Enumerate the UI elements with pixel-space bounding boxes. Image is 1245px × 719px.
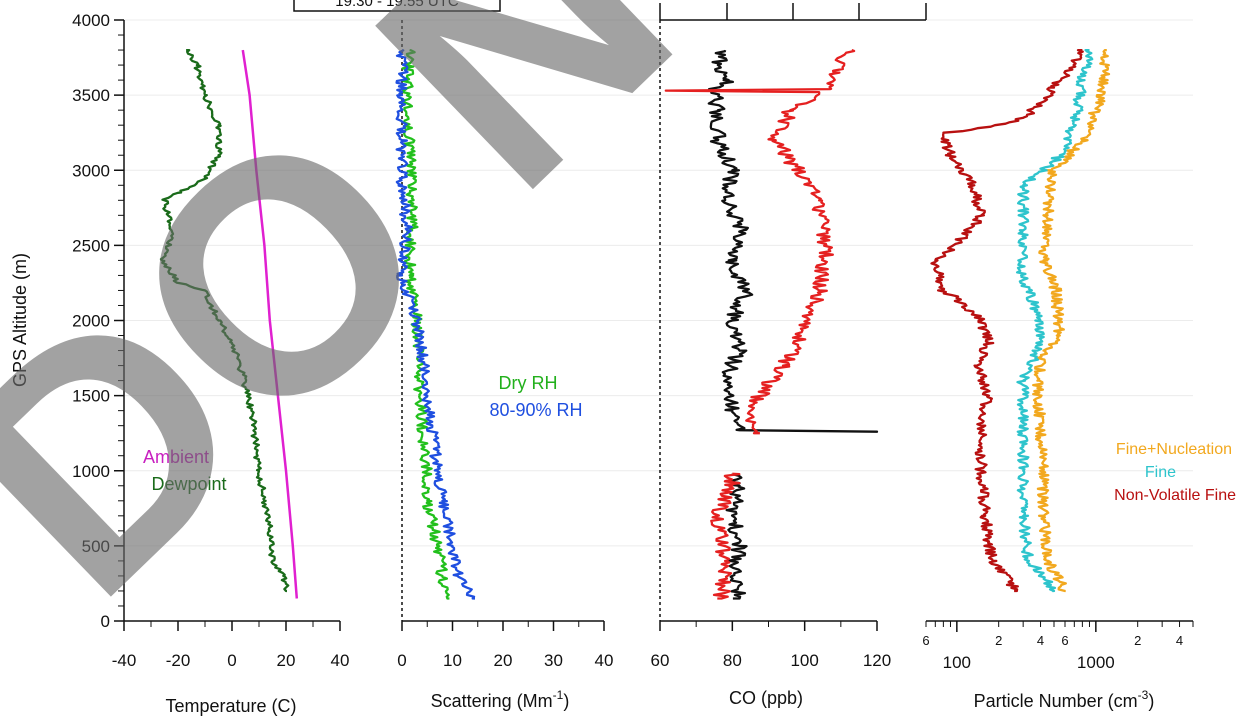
legend-fine: Fine bbox=[1145, 464, 1176, 481]
y-tick-label: 2000 bbox=[72, 312, 110, 331]
particle-axis-title-sup: -3 bbox=[1138, 688, 1149, 702]
x-minor-tick-label: 4 bbox=[1037, 633, 1044, 648]
x-tick-label: 80 bbox=[723, 651, 742, 670]
x-tick-label: 30 bbox=[544, 651, 563, 670]
x-tick-label: 10 bbox=[443, 651, 462, 670]
x-tick-label: 0 bbox=[397, 651, 406, 670]
gridlines bbox=[124, 19, 1193, 547]
series-line bbox=[1032, 48, 1111, 593]
y-tick-label: 3500 bbox=[72, 86, 110, 105]
series-line bbox=[395, 48, 476, 600]
scattering-axis-title-tail: ) bbox=[563, 691, 569, 711]
y-tick-label: 2500 bbox=[72, 236, 110, 255]
scattering-axis-title: Scattering (Mm-1) bbox=[431, 688, 570, 711]
x-minor-tick-label: 4 bbox=[1176, 633, 1183, 648]
x-tick-label: 40 bbox=[595, 651, 614, 670]
y-axis: 0 500 1000 1500 2000 2500 3000 3500 4000 bbox=[72, 11, 125, 631]
legend-80-90-rh: 80-90% RH bbox=[489, 400, 582, 420]
scattering-panel: 0 10 20 30 40 bbox=[395, 20, 614, 670]
legend-dry-rh: Dry RH bbox=[499, 373, 558, 393]
series-line bbox=[710, 472, 741, 600]
x-minor-tick-label: 2 bbox=[995, 633, 1002, 648]
y-tick-label: 1000 bbox=[72, 462, 110, 481]
x-tick-label: 60 bbox=[651, 651, 670, 670]
time-box: 19:30 - 19:55 UTC bbox=[293, 0, 501, 12]
temperature-panel: -40 -20 0 20 40 bbox=[112, 48, 350, 670]
y-tick-label: 500 bbox=[82, 537, 110, 556]
y-tick-label: 0 bbox=[101, 612, 110, 631]
series-line bbox=[241, 49, 299, 599]
x-tick-label: 100 bbox=[943, 653, 971, 672]
series-line bbox=[1015, 48, 1094, 593]
legend-non-volatile-fine: Non-Volatile Fine bbox=[1114, 487, 1236, 504]
legend-ambient: Ambient bbox=[143, 447, 209, 467]
series-line bbox=[707, 49, 879, 433]
scattering-axis-title-sup: -1 bbox=[553, 688, 564, 702]
x-minor-tick-label: 2 bbox=[1134, 633, 1141, 648]
temperature-axis-title: Temperature (C) bbox=[165, 696, 296, 716]
series-line bbox=[664, 49, 856, 435]
x-minor-tick-label: 6 bbox=[922, 633, 929, 648]
x-tick-label: 0 bbox=[227, 651, 236, 670]
particle-panel: 100 1000 6 2 4 6 2 4 bbox=[922, 48, 1194, 672]
co-axis-title: CO (ppb) bbox=[729, 688, 803, 708]
x-tick-label: 20 bbox=[494, 651, 513, 670]
x-tick-label: 20 bbox=[277, 651, 296, 670]
x-tick-label: 120 bbox=[863, 651, 891, 670]
legend-dewpoint: Dewpoint bbox=[151, 474, 226, 494]
scattering-axis-title-main: Scattering (Mm bbox=[431, 691, 553, 711]
x-tick-label: 1000 bbox=[1077, 653, 1115, 672]
y-axis-title: GPS Altitude (m) bbox=[10, 253, 30, 387]
particle-axis-title: Particle Number (cm-3) bbox=[974, 688, 1155, 711]
series-line bbox=[930, 48, 1084, 593]
y-tick-label: 1500 bbox=[72, 387, 110, 406]
x-tick-label: -40 bbox=[112, 651, 137, 670]
time-box-text: 19:30 - 19:55 UTC bbox=[335, 0, 459, 10]
x-minor-tick-label: 6 bbox=[1061, 633, 1068, 648]
x-tick-label: -20 bbox=[166, 651, 191, 670]
y-tick-label: 3000 bbox=[72, 161, 110, 180]
co-panel: 60 80 100 120 bbox=[651, 20, 891, 670]
co-top-axis bbox=[659, 3, 927, 21]
legend-fine-nucleation: Fine+Nucleation bbox=[1116, 441, 1232, 458]
x-tick-label: 40 bbox=[331, 651, 350, 670]
x-tick-label: 100 bbox=[790, 651, 818, 670]
time-box-frame bbox=[293, 0, 501, 12]
particle-axis-title-main: Particle Number (cm bbox=[974, 691, 1138, 711]
particle-axis-title-tail: ) bbox=[1148, 691, 1154, 711]
series-line bbox=[159, 48, 290, 593]
y-tick-label: 4000 bbox=[72, 11, 110, 30]
